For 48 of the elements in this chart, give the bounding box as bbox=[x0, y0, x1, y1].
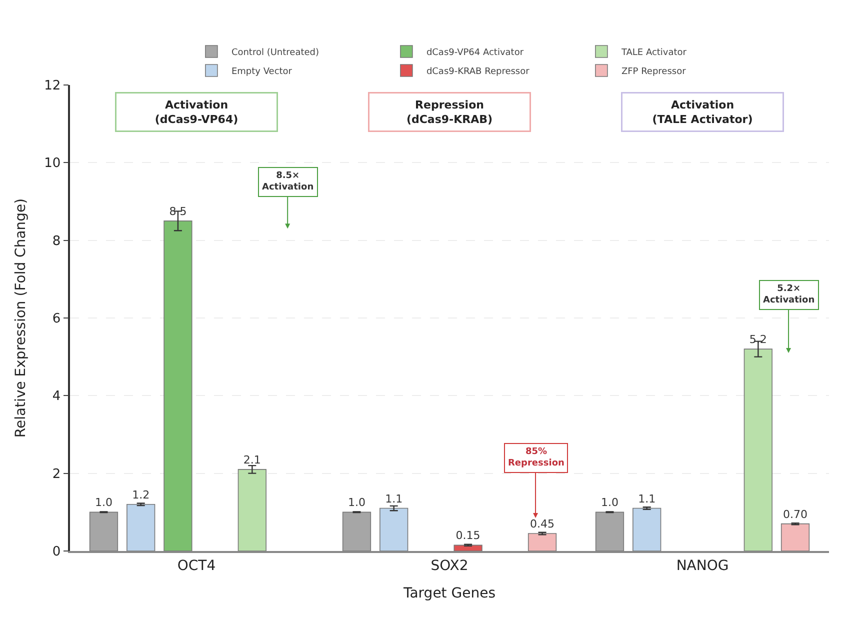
data-label: 0.45 bbox=[530, 518, 555, 531]
legend-label: ZFP Repressor bbox=[621, 67, 686, 78]
annotation: 8.5× Activation bbox=[262, 171, 314, 193]
legend-label: dCas9-VP64 Activator bbox=[426, 48, 524, 58]
data-label: 1.0 bbox=[348, 496, 366, 510]
legend-label: dCas9-KRAB Repressor bbox=[426, 67, 530, 78]
data-label: 8.5 bbox=[169, 204, 187, 218]
bar bbox=[595, 512, 624, 551]
bar bbox=[632, 508, 662, 551]
annotation: 5.2× Activation bbox=[763, 284, 815, 306]
data-label: 2.1 bbox=[243, 453, 261, 466]
bar bbox=[780, 523, 810, 551]
data-label: 0.70 bbox=[783, 508, 808, 521]
legend-label: Control (Untreated) bbox=[231, 48, 320, 58]
y-tick-label: 2 bbox=[52, 466, 61, 482]
y-tick-label: 0 bbox=[52, 544, 61, 560]
bar bbox=[89, 512, 118, 551]
x-axis-title: Target Genes bbox=[402, 586, 496, 602]
bar bbox=[126, 504, 156, 551]
x-tick-label: SOX2 bbox=[430, 558, 468, 574]
bar bbox=[454, 544, 482, 551]
y-axis-title: Relative Expression (Fold Change) bbox=[13, 198, 30, 438]
bar bbox=[342, 512, 372, 551]
x-tick-label: OCT4 bbox=[177, 558, 216, 574]
legend-label: Empty Vector bbox=[231, 67, 292, 78]
y-tick-label: 12 bbox=[44, 78, 61, 94]
data-label: 1.1 bbox=[638, 492, 656, 506]
data-label: 1.1 bbox=[385, 492, 403, 506]
data-label: 1.0 bbox=[94, 496, 112, 510]
data-label: 0.15 bbox=[456, 529, 480, 542]
y-tick-label: 6 bbox=[52, 312, 61, 327]
bar bbox=[238, 469, 266, 551]
bar bbox=[528, 533, 557, 551]
y-tick-label: 10 bbox=[44, 156, 61, 172]
data-label: 1.0 bbox=[600, 496, 618, 510]
annotation: 85% Repression bbox=[508, 447, 564, 469]
y-tick-label: 8 bbox=[52, 234, 61, 249]
annotation: Activation (TALE Activator) bbox=[652, 98, 753, 126]
annotation: Repression (dCas9-KRAB) bbox=[406, 98, 493, 126]
bar bbox=[744, 348, 772, 551]
data-label: 5.2 bbox=[749, 333, 767, 346]
legend-label: TALE Activator bbox=[620, 48, 687, 58]
x-tick-label: NANOG bbox=[676, 558, 729, 574]
y-tick-label: 4 bbox=[52, 389, 61, 404]
bar bbox=[380, 508, 408, 551]
annotation: Activation (dCas9-VP64) bbox=[154, 98, 238, 126]
data-label: 1.2 bbox=[132, 488, 150, 502]
bar bbox=[164, 220, 192, 551]
